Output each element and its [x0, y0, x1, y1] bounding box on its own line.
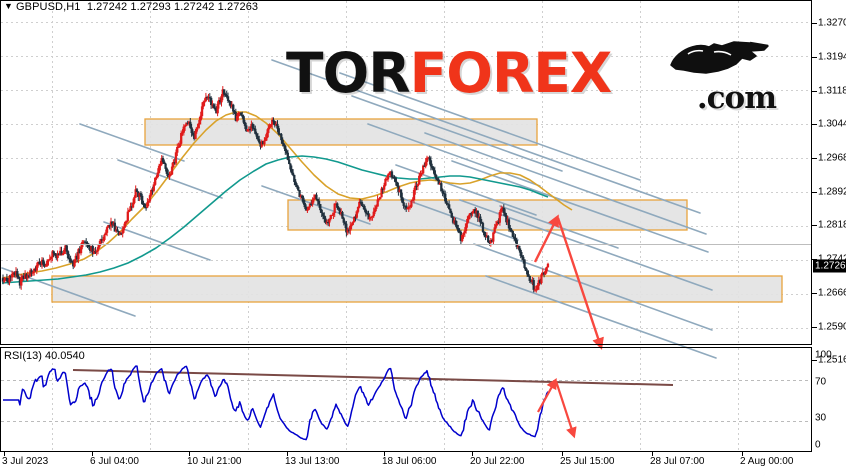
trendlines	[1, 59, 717, 359]
time-axis-tick	[652, 452, 653, 456]
price-axis-tick	[812, 157, 817, 159]
time-axis-label: 18 Jul 06:00	[382, 456, 437, 467]
time-axis-tick	[384, 452, 385, 456]
moving-average-fast	[1, 111, 573, 279]
resistance-zone-mid	[287, 199, 688, 231]
time-axis-tick	[189, 452, 190, 456]
rsi-trendline	[72, 369, 674, 386]
rsi-axis-label: 100	[815, 349, 832, 361]
price-axis-label: 1.31940	[818, 51, 846, 62]
price-axis-tick	[812, 56, 817, 58]
chart-symbol-header: ▼ GBPUSD,H1 1.27242 1.27293 1.27242 1.272…	[4, 1, 258, 13]
ohlc-values: 1.27242 1.27293 1.27242 1.27263	[86, 1, 259, 13]
triangle-down-icon[interactable]: ▼	[4, 1, 14, 11]
rsi-indicator-header: RSI(13) 40.0540	[4, 350, 85, 362]
price-axis-tick	[812, 292, 817, 294]
rsi-forecast-arrows	[537, 377, 577, 439]
price-axis-label: 1.25900	[818, 321, 846, 333]
price-axis-label: 1.29680	[818, 152, 846, 164]
price-axis-tick	[812, 326, 817, 328]
time-axis-label: 6 Jul 04:00	[90, 456, 139, 467]
time-axis-tick	[472, 452, 473, 456]
price-axis-tick	[812, 22, 817, 24]
candlestick-series	[1, 86, 550, 293]
price-axis-tick	[812, 191, 817, 193]
price-axis-label: 1.27420	[818, 253, 846, 264]
time-axis-label: 10 Jul 21:00	[187, 456, 242, 467]
time-axis-label: 28 Jul 07:00	[650, 456, 705, 467]
time-axis-label: 2 Aug 00:00	[740, 456, 794, 467]
time-axis-tick	[4, 452, 5, 456]
price-axis-tick	[812, 224, 817, 226]
current-price-tag: 1.27263	[813, 259, 846, 273]
rsi-axis-label: 30	[815, 412, 827, 424]
price-axis-tick	[812, 258, 817, 260]
time-axis-label: 20 Jul 22:00	[470, 456, 525, 467]
price-axis-label: 1.28180	[818, 219, 846, 231]
price-axis-label: 1.31180	[818, 85, 846, 96]
rsi-levels	[1, 380, 811, 422]
price-axis-tick	[812, 123, 817, 125]
time-axis-tick	[562, 452, 563, 456]
price-axis-tick	[812, 359, 817, 361]
rsi-plot-background	[1, 348, 811, 451]
time-axis-tick	[92, 452, 93, 456]
support-zone-lower	[51, 275, 783, 303]
forecast-arrows	[533, 214, 604, 350]
time-axis-label: 3 Jul 2023	[2, 456, 49, 467]
price-axis-label: 1.26660	[818, 287, 846, 299]
rsi-line	[3, 365, 549, 441]
rsi-axis-label: 0	[815, 439, 821, 451]
time-axis-tick	[742, 452, 743, 456]
time-axis-label: 13 Jul 13:00	[285, 456, 340, 467]
price-axis-label: 1.28920	[818, 186, 846, 198]
moving-average-slow	[1, 155, 549, 284]
price-axis-tick	[812, 90, 817, 92]
price-axis-label: 1.32700	[818, 17, 846, 28]
symbol-label: GBPUSD,H1	[16, 1, 81, 13]
rsi-axis-label: 70	[815, 376, 827, 388]
time-axis-tick	[287, 452, 288, 456]
price-axis-label: 1.25160	[818, 354, 846, 366]
price-axis-label: 1.30440	[818, 118, 846, 130]
time-axis-label: 25 Jul 15:00	[560, 456, 615, 467]
